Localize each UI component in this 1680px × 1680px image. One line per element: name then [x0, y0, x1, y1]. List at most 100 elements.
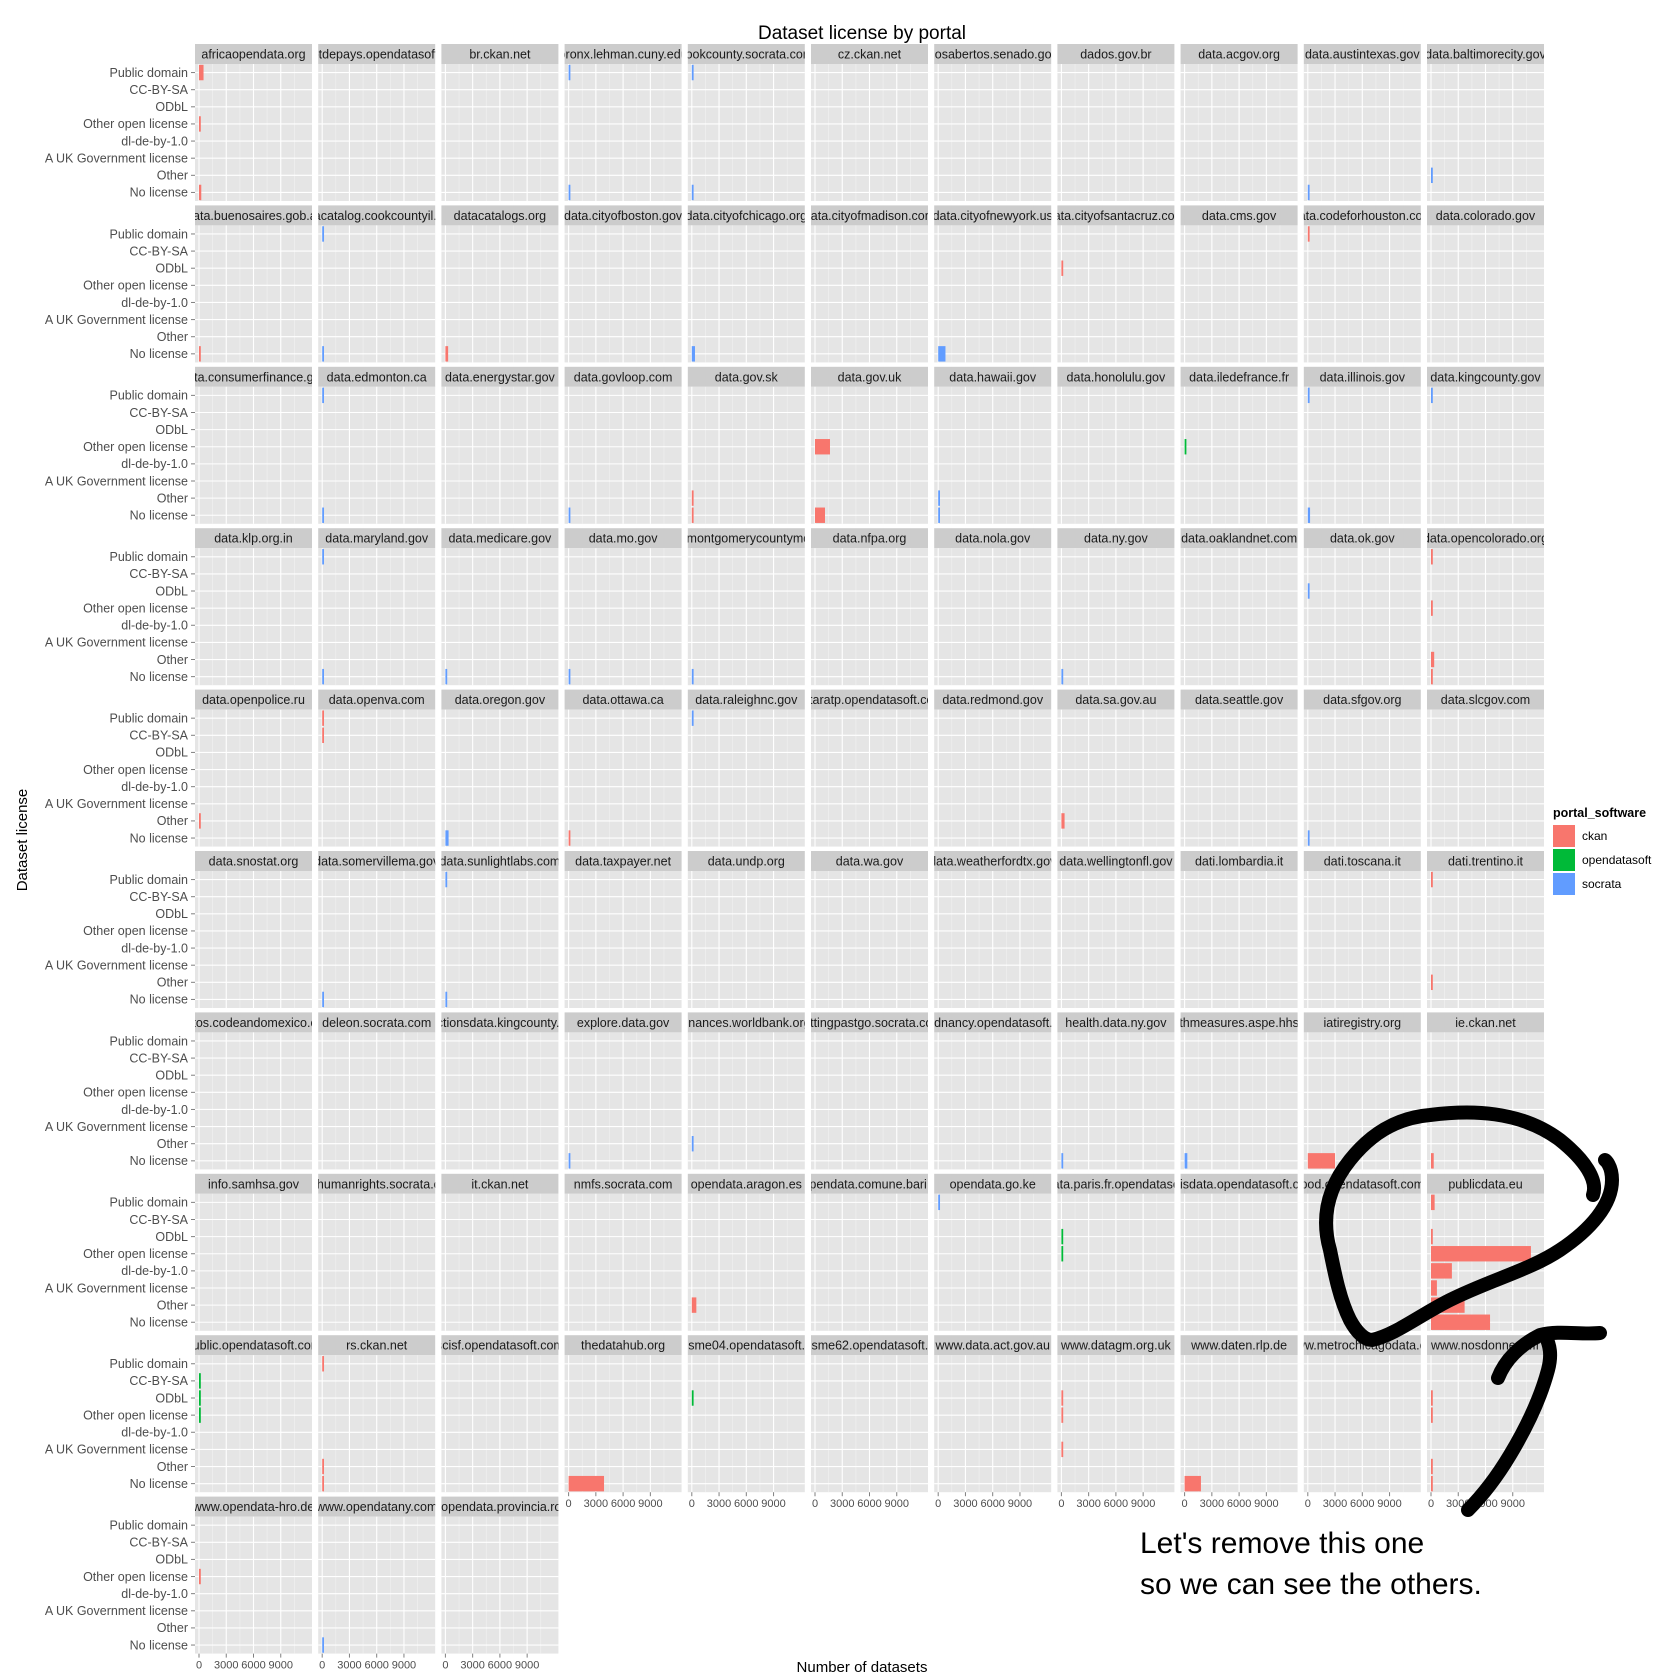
bar-cookcounty.socrata.com-no-license	[691, 184, 694, 201]
facet-strip-label: www.data.act.gov.au	[934, 1339, 1049, 1353]
facet-dadosabertos.senado.gov.br: dadosabertos.senado.gov.br	[934, 44, 1051, 201]
y-tick-label: Other	[157, 1137, 188, 1151]
bar-data.somervillema.gov-no-license	[322, 991, 324, 1008]
facet-data.slcgov.com: data.slcgov.com	[1427, 689, 1544, 847]
facet-strip-label: data.cityofnewyork.us	[933, 209, 1053, 223]
facet-strip	[1427, 205, 1544, 226]
facet-strip-label: data.colorado.gov	[1436, 209, 1536, 223]
bar-data.cityofsantacruz.com-odbl	[1061, 260, 1064, 276]
annotation-line-1: Let's remove this one	[1140, 1527, 1424, 1560]
facet-tourisme62.opendatasoft.com: tourisme62.opendatasoft.com 0 3000 6000 9000	[787, 1335, 952, 1510]
facet-strip-label: bistrotdepays.opendatasoft.com	[288, 48, 465, 62]
facet-tourisme04.opendatasoft.com: tourisme04.opendatasoft.com 0 3000 6000 9000	[687, 1335, 805, 1510]
facet-data.codeforhouston.com: data.codeforhouston.com	[1303, 205, 1421, 363]
y-tick-label: Other open license	[83, 1247, 188, 1261]
bar-data.openva.com-cc-by-sa	[322, 727, 324, 743]
facet-opendata.paris.fr.opendatasoft.com: opendata.paris.fr.opendatasoft.com	[1018, 1173, 1214, 1331]
x-tick-label: 9000	[1254, 1498, 1278, 1510]
facet-strip	[811, 44, 928, 64]
facet-strip-label: thedatahub.org	[581, 1339, 665, 1353]
x-tick-label: 9000	[269, 1660, 293, 1672]
facet-data.oaklandnet.com: data.oaklandnet.com	[1180, 528, 1298, 686]
facet-health.data.ny.gov: health.data.ny.gov	[1057, 1012, 1175, 1170]
x-tick-label: 3000	[1200, 1498, 1224, 1510]
bar-data.openpolice.ru-other	[199, 813, 201, 829]
bar-thedatahub.org-no-license	[568, 1475, 605, 1492]
x-tick-label: 6000	[611, 1498, 635, 1510]
legend-key-socrata	[1553, 873, 1575, 895]
facet-strip-label: data.cityofboston.gov	[564, 209, 683, 223]
x-tick-label: 9000	[515, 1660, 539, 1672]
facet-data.sa.gov.au: data.sa.gov.au	[1057, 689, 1175, 847]
facet-strip	[195, 1496, 312, 1517]
y-tick-label: A UK Government license	[45, 474, 188, 488]
bar-data.maryland.gov-no-license	[322, 668, 324, 685]
facet-strip-label: data.undp.org	[708, 855, 785, 869]
bar-data.openva.com-public-domain	[322, 710, 324, 726]
facet-strip	[1303, 205, 1421, 226]
facet-strip-label: data.hawaii.gov	[949, 370, 1037, 384]
y-tick-label: Other open license	[83, 1570, 188, 1584]
y-tick-label: A UK Government license	[45, 151, 188, 165]
facet-strip	[564, 528, 682, 549]
y-tick-label: Other	[157, 1460, 188, 1474]
facet-data.nfpa.org: data.nfpa.org	[811, 528, 928, 686]
bar-rs.ckan.net-public-domain	[322, 1356, 325, 1372]
facet-strip	[564, 689, 682, 710]
facet-strip	[934, 1012, 1052, 1033]
facet-strip	[1057, 44, 1175, 64]
facet-strip-label: data.cityofchicago.org	[685, 209, 807, 223]
bar-bronx.lehman.cuny.edu-public-domain	[568, 64, 571, 81]
bar-tourisme04.opendatasoft.com-odbl	[691, 1390, 694, 1406]
facet-strip-label: tourisme62.opendatasoft.com	[787, 1339, 952, 1353]
facet-grandnancy.opendatasoft.com: grandnancy.opendatasoft.com	[934, 1012, 1052, 1170]
facet-strip-label: nmfs.socrata.com	[574, 1177, 673, 1191]
facet-strip-label: data.sa.gov.au	[1075, 693, 1156, 707]
facet-data.wa.gov: data.wa.gov	[811, 851, 928, 1008]
facet-strip	[564, 1173, 682, 1194]
bar-data.sfgov.org-no-license	[1307, 830, 1310, 846]
bar-data.ottawa.ca-no-license	[568, 830, 571, 846]
bar-data.austintexas.gov-no-license	[1307, 184, 1310, 201]
bar-data.baltimorecity.gov-other	[1431, 167, 1433, 184]
y-axis-title: Dataset license	[14, 789, 31, 892]
facet-strip-label: cookcounty.socrata.com	[679, 48, 813, 62]
y-tick-label: Other open license	[83, 1408, 188, 1422]
facet-strip	[1427, 1173, 1544, 1194]
facet-cookcounty.socrata.com: cookcounty.socrata.com	[679, 44, 813, 201]
bar-data.montgomerycountymd.gov-no-license	[691, 668, 694, 685]
facet-strip	[564, 851, 682, 871]
y-tick-label: CC-BY-SA	[129, 1051, 188, 1065]
facet-public.opendatasoft.com: public.opendatasoft.com Public domain CC-B…	[45, 1335, 312, 1493]
facet-strip	[318, 1173, 436, 1194]
bar-public.opendatasoft.com-odbl	[199, 1390, 201, 1406]
facet-nmfs.socrata.com: nmfs.socrata.com	[564, 1173, 682, 1331]
facet-data.govloop.com: data.govloop.com	[564, 366, 682, 524]
facet-strip-label: opendata.aragon.es	[691, 1177, 802, 1191]
facet-strip-label: data.medicare.gov	[448, 532, 552, 546]
bar-dati.trentino.it-public-domain	[1431, 871, 1433, 888]
facet-strip	[441, 528, 559, 549]
facet-strip	[1303, 1012, 1421, 1033]
facet-strip-label: opendata.paris.fr.opendatasoft.com	[1018, 1177, 1214, 1191]
facet-thedatahub.org: thedatahub.org 0 3000 6000 9000	[564, 1335, 682, 1510]
y-tick-label: ODbL	[155, 746, 188, 760]
legend-label-socrata: socrata	[1582, 877, 1622, 891]
facet-it.ckan.net: it.ckan.net	[441, 1173, 559, 1331]
bar-public.opendatasoft.com-cc-by-sa	[199, 1373, 201, 1389]
facet-data.redmond.gov: data.redmond.gov	[934, 689, 1052, 847]
bar-public.opendatasoft.com-other-open-license	[199, 1407, 201, 1423]
facet-data.gov.uk: data.gov.uk	[811, 366, 928, 524]
bar-dati.trentino.it-other	[1431, 974, 1433, 991]
bar-africaopendata.org-no-license	[199, 184, 202, 201]
bar-www.datagm.org.uk-a-uk-government-license	[1061, 1441, 1064, 1458]
y-tick-label: ODbL	[155, 1069, 188, 1083]
facet-strip	[441, 44, 559, 64]
y-tick-label: Other open license	[83, 1086, 188, 1100]
x-tick-label: 3000	[584, 1498, 608, 1510]
bar-data.buenosaires.gob.ar-no-license	[199, 346, 201, 362]
facet-data.cityofnewyork.us: data.cityofnewyork.us	[933, 205, 1053, 363]
facet-strip-label: br.ckan.net	[469, 48, 531, 62]
facet-strip-label: data.ottawa.ca	[582, 693, 663, 707]
facet-strip-label: gettingpastgo.socrata.com	[796, 1016, 943, 1030]
